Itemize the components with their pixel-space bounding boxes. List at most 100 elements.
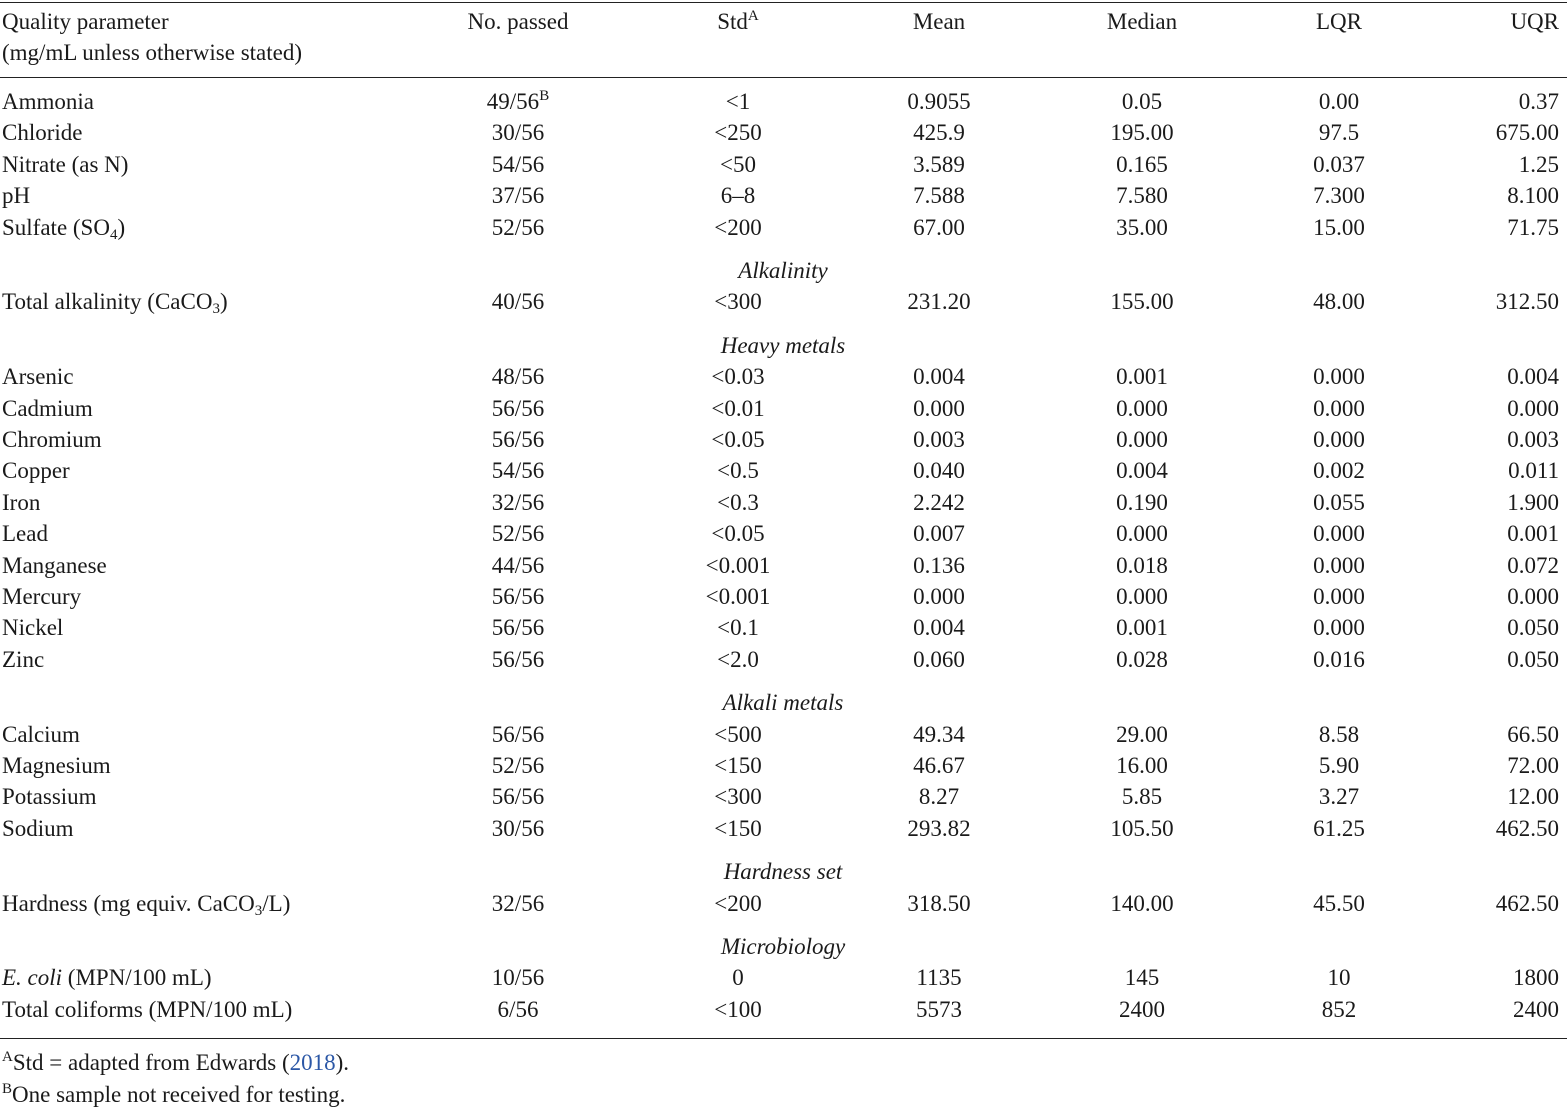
table-top-rule xyxy=(0,2,1567,3)
cell-parameter: Sodium xyxy=(2,815,74,841)
cell-lqr: 0.037 xyxy=(1313,151,1365,177)
cell-uqr: 1800 xyxy=(1513,965,1559,991)
cell-mean: 0.003 xyxy=(913,427,965,452)
cell-median: 7.580 xyxy=(1116,183,1168,209)
cell-parameter: Arsenic xyxy=(2,364,74,390)
cell-mean: 5573 xyxy=(916,996,962,1022)
cell-lqr: 48.00 xyxy=(1313,289,1365,315)
parameter-text: Total alkalinity (CaCO xyxy=(2,289,213,315)
header-std: StdA xyxy=(717,8,759,35)
cell-no-passed: 56/56 xyxy=(491,721,545,747)
cell-std: <150 xyxy=(714,815,762,841)
cell-uqr: 12.00 xyxy=(1507,784,1559,810)
cell-std: <300 xyxy=(714,289,762,315)
cell-median: 0.018 xyxy=(1116,552,1168,578)
parameter-suffix: ) xyxy=(117,214,126,240)
passed-value: 49/56 xyxy=(486,89,540,114)
cell-median: 35.00 xyxy=(1116,214,1168,240)
citation-link-edwards-2018[interactable]: 2018 xyxy=(289,1050,336,1075)
cell-parameter: Total alkalinity (CaCO3) xyxy=(2,286,228,317)
cell-mean: 2.242 xyxy=(913,489,965,515)
cell-parameter: Chromium xyxy=(2,427,102,452)
parameter-subscript: 3 xyxy=(254,902,263,919)
cell-mean: 0.136 xyxy=(913,552,965,578)
cell-median: 0.000 xyxy=(1116,584,1168,609)
cell-std: <500 xyxy=(714,721,762,747)
cell-uqr: 0.004 xyxy=(1507,364,1559,390)
cell-median: 140.00 xyxy=(1110,890,1174,916)
cell-std: <0.05 xyxy=(711,427,765,452)
cell-parameter: Calcium xyxy=(2,721,80,747)
cell-no-passed: 56/56 xyxy=(491,427,545,452)
cell-lqr: 10 xyxy=(1327,965,1351,991)
cell-uqr: 2400 xyxy=(1513,996,1559,1022)
table-row: Chromium 56/56 <0.05 0.003 0.000 0.000 0.003 xyxy=(0,424,1567,455)
table-row: Calcium 56/56 <500 49.34 29.00 8.58 66.50 xyxy=(0,719,1567,750)
cell-std: <0.1 xyxy=(717,615,759,641)
cell-median: 145 xyxy=(1124,965,1160,991)
table-header-rule xyxy=(0,77,1567,78)
cell-mean: 231.20 xyxy=(907,289,971,315)
cell-uqr: 0.003 xyxy=(1507,427,1559,452)
footnote-marker-b: B xyxy=(539,88,550,104)
header-mean: Mean xyxy=(912,9,966,34)
cell-median: 0.05 xyxy=(1121,89,1163,114)
cell-lqr: 0.000 xyxy=(1313,427,1365,452)
cell-std: <0.05 xyxy=(711,521,765,547)
section-heading: Microbiology xyxy=(720,934,846,959)
table-row: Zinc 56/56 <2.0 0.060 0.028 0.016 0.050 xyxy=(0,644,1567,675)
cell-no-passed: 44/56 xyxy=(491,552,545,578)
cell-mean: 0.004 xyxy=(913,615,965,641)
cell-no-passed: 56/56 xyxy=(491,784,545,810)
cell-std: <0.5 xyxy=(717,458,759,484)
cell-std: 0 xyxy=(732,965,744,991)
section-heading: Alkali metals xyxy=(722,690,844,716)
cell-lqr: 0.000 xyxy=(1313,584,1365,609)
cell-uqr: 1.900 xyxy=(1507,489,1559,515)
cell-lqr: 0.000 xyxy=(1313,364,1365,390)
table-row: E. coli (MPN/100 mL) 10/56 0 1135 145 10 1800 xyxy=(0,962,1567,993)
cell-lqr: 97.5 xyxy=(1318,120,1360,146)
cell-parameter: Magnesium xyxy=(2,753,111,778)
cell-no-passed: 52/56 xyxy=(491,753,545,778)
cell-std: <0.001 xyxy=(705,584,771,609)
cell-parameter: Ammonia xyxy=(2,89,94,114)
cell-lqr: 852 xyxy=(1321,996,1357,1022)
table-row: Arsenic 48/56 <0.03 0.004 0.001 0.000 0.004 xyxy=(0,361,1567,392)
cell-uqr: 8.100 xyxy=(1507,183,1559,209)
cell-median: 0.028 xyxy=(1116,646,1168,672)
cell-mean: 8.27 xyxy=(918,784,960,810)
cell-parameter: Lead xyxy=(2,521,48,547)
cell-parameter: Copper xyxy=(2,458,70,484)
cell-std: <250 xyxy=(714,120,762,146)
cell-lqr: 0.000 xyxy=(1313,552,1365,578)
cell-std: <0.3 xyxy=(717,489,759,515)
cell-no-passed: 49/56B xyxy=(487,86,549,117)
cell-no-passed: 56/56 xyxy=(491,615,545,641)
table-row: Hardness (mg equiv. CaCO3/L) 32/56 <200 318… xyxy=(0,888,1567,919)
cell-uqr: 71.75 xyxy=(1507,214,1559,240)
cell-std: <0.01 xyxy=(711,395,765,421)
cell-median: 155.00 xyxy=(1110,289,1174,315)
cell-parameter: Hardness (mg equiv. CaCO3/L) xyxy=(2,888,290,919)
cell-std: 6–8 xyxy=(720,183,756,209)
cell-parameter: pH xyxy=(2,183,31,209)
cell-uqr: 462.50 xyxy=(1495,815,1559,841)
cell-no-passed: 52/56 xyxy=(491,521,545,547)
cell-parameter: Nitrate (as N) xyxy=(2,151,129,177)
table-row: Total alkalinity (CaCO3) 40/56 <300 231.20 1… xyxy=(0,286,1567,317)
table-row: Iron 32/56 <0.3 2.242 0.190 0.055 1.900 xyxy=(0,487,1567,518)
cell-uqr: 0.000 xyxy=(1507,584,1559,609)
cell-uqr: 66.50 xyxy=(1507,721,1559,747)
header-lqr: LQR xyxy=(1316,9,1362,34)
cell-no-passed: 32/56 xyxy=(491,890,545,916)
cell-std: <2.0 xyxy=(717,646,759,672)
cell-lqr: 0.016 xyxy=(1313,646,1365,672)
cell-uqr: 72.00 xyxy=(1507,753,1559,778)
parameter-suffix: ) xyxy=(219,289,228,315)
cell-uqr: 0.000 xyxy=(1507,395,1559,421)
footnote-a: AStd = adapted from Edwards (2018). xyxy=(2,1049,350,1076)
cell-std: <50 xyxy=(720,151,756,177)
cell-no-passed: 6/56 xyxy=(497,996,539,1022)
cell-median: 0.004 xyxy=(1116,458,1168,484)
